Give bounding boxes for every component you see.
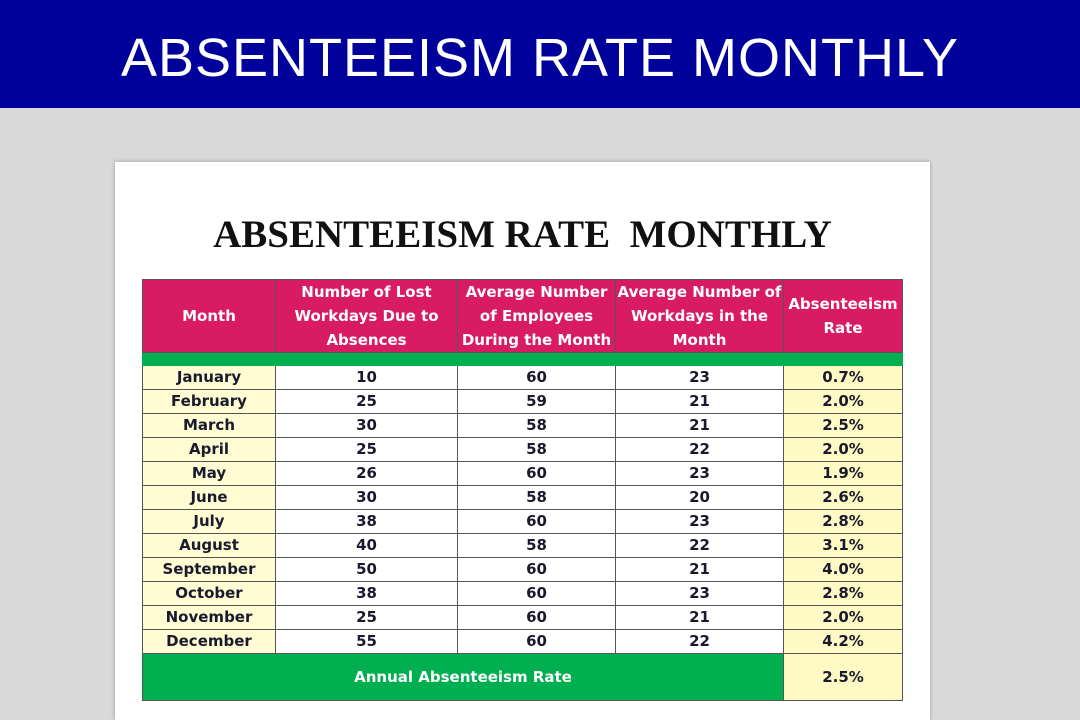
column-header: Month [142,279,276,353]
value-cell: 2.8% [783,581,903,606]
month-cell: June [142,485,276,510]
month-cell: July [142,509,276,534]
value-cell: 58 [457,413,616,438]
month-cell: September [142,557,276,582]
value-cell: 2.0% [783,389,903,414]
column-header: Number of Lost Workdays Due to Absences [275,279,458,353]
data-row: August 40 58 22 3.1% [142,533,903,558]
data-row: June 30 58 20 2.6% [142,485,903,510]
value-cell: 2.0% [783,605,903,630]
value-cell: 60 [457,605,616,630]
month-cell: December [142,629,276,654]
value-cell: 2.8% [783,509,903,534]
value-cell: 25 [275,437,458,462]
value-cell: 0.7% [783,365,903,390]
month-cell: February [142,389,276,414]
data-row: March 30 58 21 2.5% [142,413,903,438]
value-cell: 21 [615,557,784,582]
value-cell: 2.5% [783,413,903,438]
data-row: November 25 60 21 2.0% [142,605,903,630]
separator-strip [142,352,903,366]
value-cell: 23 [615,581,784,606]
month-cell: August [142,533,276,558]
value-cell: 2.6% [783,485,903,510]
value-cell: 2.0% [783,437,903,462]
value-cell: 58 [457,485,616,510]
value-cell: 58 [457,437,616,462]
data-row: April 25 58 22 2.0% [142,437,903,462]
value-cell: 50 [275,557,458,582]
footer-value: 2.5% [783,653,903,701]
data-row: October 38 60 23 2.8% [142,581,903,606]
column-header: Average Number of Employees During the M… [457,279,616,353]
data-row: May 26 60 23 1.9% [142,461,903,486]
data-row: February 25 59 21 2.0% [142,389,903,414]
month-cell: January [142,365,276,390]
value-cell: 21 [615,605,784,630]
value-cell: 21 [615,389,784,414]
value-cell: 22 [615,437,784,462]
value-cell: 38 [275,581,458,606]
value-cell: 59 [457,389,616,414]
value-cell: 60 [457,581,616,606]
value-cell: 25 [275,605,458,630]
value-cell: 22 [615,533,784,558]
column-header: Average Number of Workdays in the Month [615,279,784,353]
data-row: December 55 60 22 4.2% [142,629,903,654]
value-cell: 20 [615,485,784,510]
data-row: September 50 60 21 4.0% [142,557,903,582]
data-row: January 10 60 23 0.7% [142,365,903,390]
footer-row: Annual Absenteeism Rate 2.5% [142,653,903,701]
value-cell: 38 [275,509,458,534]
value-cell: 60 [457,365,616,390]
data-row: July 38 60 23 2.8% [142,509,903,534]
value-cell: 23 [615,365,784,390]
value-cell: 26 [275,461,458,486]
value-cell: 23 [615,509,784,534]
value-cell: 30 [275,485,458,510]
banner-title: ABSENTEEISM RATE MONTHLY [0,0,1080,108]
month-cell: April [142,437,276,462]
column-header: Absenteeism Rate [783,279,903,353]
value-cell: 10 [275,365,458,390]
value-cell: 1.9% [783,461,903,486]
value-cell: 60 [457,509,616,534]
value-cell: 25 [275,389,458,414]
month-cell: October [142,581,276,606]
month-cell: May [142,461,276,486]
strip-cell [142,352,903,366]
month-cell: March [142,413,276,438]
value-cell: 58 [457,533,616,558]
value-cell: 60 [457,629,616,654]
value-cell: 3.1% [783,533,903,558]
value-cell: 60 [457,461,616,486]
month-cell: November [142,605,276,630]
value-cell: 22 [615,629,784,654]
value-cell: 4.0% [783,557,903,582]
header-row: Month Number of Lost Workdays Due to Abse… [142,279,903,353]
value-cell: 4.2% [783,629,903,654]
footer-label: Annual Absenteeism Rate [142,653,784,701]
absenteeism-table: Month Number of Lost Workdays Due to Abse… [142,279,903,701]
sheet: ABSENTEEISM RATE MONTHLY Month Number of … [115,162,930,720]
value-cell: 23 [615,461,784,486]
value-cell: 40 [275,533,458,558]
value-cell: 55 [275,629,458,654]
value-cell: 21 [615,413,784,438]
value-cell: 60 [457,557,616,582]
value-cell: 30 [275,413,458,438]
sheet-title: ABSENTEEISM RATE MONTHLY [213,213,832,256]
